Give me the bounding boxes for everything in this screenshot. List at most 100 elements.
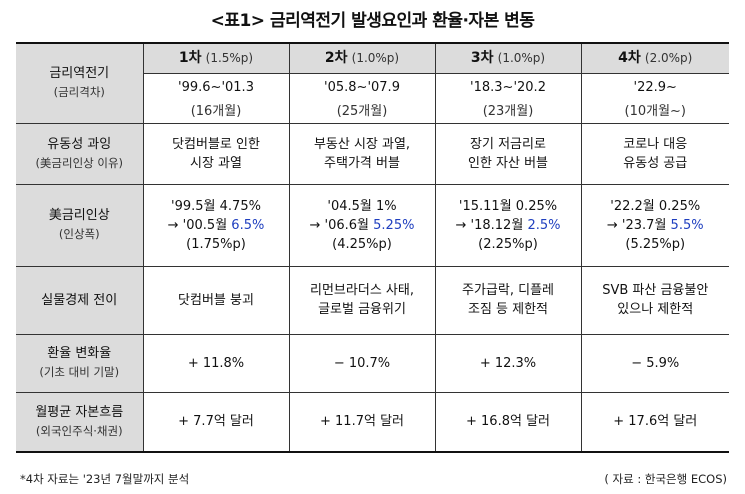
- cell-line: 주택가격 버블: [324, 155, 400, 171]
- row-label-sub: (인상폭): [58, 227, 100, 241]
- footnote: *4차 자료는 '23년 7월말까지 분석: [20, 472, 190, 486]
- cell-line: 코로나 대응: [623, 136, 688, 152]
- row-label-sub: (美금리인상 이유): [35, 155, 124, 170]
- phase-name: 4차: [618, 49, 641, 66]
- fx-cell-3: + 12.3%: [434, 333, 582, 393]
- fx-cell-1: + 11.8%: [142, 333, 290, 393]
- cell-line: 닷컴버블로 인한: [172, 136, 260, 152]
- fx-cell-2: − 10.7%: [288, 333, 436, 393]
- header-row-periods: '99.6~'01.3 '05.8~'07.9 '18.3~'20.2 '22.…: [16, 72, 729, 101]
- real-economy-cell-1: 닷컴버블 붕괴: [142, 265, 290, 335]
- cell-line: 유동성 공급: [623, 155, 688, 171]
- cell-line: → '18.12월 2.5%: [438, 216, 579, 235]
- cell-line: '15.11월 0.25%: [458, 198, 558, 214]
- row-label-main: 환율 변화율: [47, 346, 112, 361]
- phase-pct: (1.0%p): [351, 50, 400, 65]
- row-capital: 월평균 자본흐름 (외국인주식·채권) + 7.7억 달러 + 11.7억 달러…: [16, 391, 729, 452]
- phase-months-2: (25개월): [288, 101, 436, 124]
- capital-cell-3: + 16.8억 달러: [434, 391, 582, 452]
- real-economy-cell-2: 리먼브라더스 사태, 글로벌 금융위기: [288, 265, 436, 335]
- phase-header-3: 3차 (1.0%p): [434, 43, 582, 74]
- capital-cell-1: + 7.7억 달러: [142, 391, 290, 452]
- cell-line: (1.75%p): [186, 236, 246, 252]
- fx-cell-4: − 5.9%: [580, 333, 729, 393]
- comparison-table: 금리역전기 (금리격차) 1차 (1.5%p) 2차 (1.0%p) 3차 (1…: [16, 42, 729, 453]
- cell-line: → '23.7월 5.5%: [584, 216, 728, 235]
- cell-line: '99.5월 4.75%: [171, 198, 261, 214]
- cell-line: SVB 파산 금융불안: [602, 283, 709, 298]
- arrow-text: → '23.7월: [606, 217, 671, 233]
- phase-period-1: '99.6~'01.3: [143, 72, 290, 101]
- cell-line: 부동산 시장 과열,: [313, 136, 411, 152]
- phase-months-4: (10개월~): [580, 101, 729, 124]
- cell-line: → '06.6월 5.25%: [292, 216, 433, 235]
- rate-hike-cell-4: '22.2월 0.25% → '23.7월 5.5% (5.25%p): [580, 183, 729, 267]
- phase-pct: (2.0%p): [644, 50, 693, 65]
- capital-cell-2: + 11.7억 달러: [288, 391, 436, 452]
- cell-line: '04.5월 1%: [327, 198, 397, 214]
- cell-line: 장기 저금리로: [470, 136, 546, 152]
- rate-value: 5.5%: [670, 217, 704, 233]
- phase-name: 2차: [324, 49, 348, 66]
- arrow-text: → '06.6월: [309, 217, 374, 233]
- row-label-main: 월평균 자본흐름: [35, 404, 124, 420]
- arrow-text: → '00.5월: [167, 217, 232, 233]
- row-label-fx: 환율 변화율 (기초 대비 기말): [16, 333, 144, 393]
- header-row-phases: 금리역전기 (금리격차) 1차 (1.5%p) 2차 (1.0%p) 3차 (1…: [16, 43, 729, 124]
- header-label-sub: (금리격차): [53, 85, 105, 100]
- phase-period-3: '18.3~'20.2: [434, 72, 582, 101]
- row-fx: 환율 변화율 (기초 대비 기말) + 11.8% − 10.7% + 12.3…: [16, 333, 729, 393]
- phase-name: 1차: [178, 49, 202, 66]
- row-label-sub: (외국인주식·채권): [35, 423, 123, 438]
- rate-value: 6.5%: [231, 217, 265, 233]
- cell-line: 글로벌 금융위기: [318, 302, 406, 317]
- row-label-main: 유동성 과잉: [47, 136, 112, 152]
- arrow-text: → '18.12월: [455, 217, 528, 233]
- header-label-cell: 금리역전기 (금리격차): [16, 43, 144, 124]
- row-label-main: 실물경제 전이: [41, 292, 118, 308]
- phase-header-2: 2차 (1.0%p): [288, 43, 436, 74]
- liquidity-cell-2: 부동산 시장 과열, 주택가격 버블: [288, 122, 436, 185]
- phase-period-4: '22.9~: [580, 72, 729, 101]
- row-label-main: 美금리인상: [48, 208, 110, 223]
- rate-value: 5.25%: [373, 217, 415, 233]
- phase-period-2: '05.8~'07.9: [288, 72, 436, 101]
- header-label-main: 금리역전기: [49, 66, 110, 82]
- phase-pct: (1.5%p): [205, 50, 254, 65]
- cell-line: 시장 과열: [190, 155, 242, 171]
- cell-line: '22.2월 0.25%: [610, 198, 701, 214]
- phase-name: 3차: [470, 49, 494, 66]
- rate-hike-cell-3: '15.11월 0.25% → '18.12월 2.5% (2.25%p): [434, 183, 582, 267]
- capital-cell-4: + 17.6억 달러: [580, 391, 729, 452]
- cell-line: 있으나 제한적: [617, 302, 694, 317]
- header-row-months: (16개월) (25개월) (23개월) (10개월~): [16, 101, 729, 124]
- row-rate-hike: 美금리인상 (인상폭) '99.5월 4.75% → '00.5월 6.5% (…: [16, 183, 729, 267]
- cell-line: (4.25%p): [332, 236, 392, 252]
- row-label-rate-hike: 美금리인상 (인상폭): [16, 183, 144, 267]
- phase-months-3: (23개월): [434, 101, 582, 124]
- rate-hike-cell-2: '04.5월 1% → '06.6월 5.25% (4.25%p): [288, 183, 436, 267]
- row-label-capital: 월평균 자본흐름 (외국인주식·채권): [16, 391, 144, 452]
- cell-line: (2.25%p): [478, 236, 538, 252]
- cell-line: 닷컴버블 붕괴: [178, 292, 254, 308]
- phase-months-1: (16개월): [143, 101, 290, 124]
- cell-line: (5.25%p): [625, 236, 686, 252]
- phase-pct: (1.0%p): [497, 50, 546, 65]
- table-title: <표1> 금리역전기 발생요인과 환율·자본 변동: [210, 11, 535, 31]
- rate-value: 2.5%: [527, 217, 561, 233]
- cell-line: 리먼브라더스 사태,: [310, 283, 414, 298]
- row-label-liquidity: 유동성 과잉 (美금리인상 이유): [16, 122, 144, 185]
- phase-header-1: 1차 (1.5%p): [142, 43, 290, 74]
- cell-line: 조짐 등 제한적: [467, 302, 549, 317]
- cell-line: 주가급락, 디플레: [462, 283, 554, 298]
- row-real-economy: 실물경제 전이 닷컴버블 붕괴 리먼브라더스 사태, 글로벌 금융위기 주가급락,…: [16, 265, 729, 335]
- rate-hike-cell-1: '99.5월 4.75% → '00.5월 6.5% (1.75%p): [142, 183, 290, 267]
- row-label-sub: (기초 대비 기말): [39, 365, 120, 379]
- cell-line: 인한 자산 버블: [467, 155, 549, 171]
